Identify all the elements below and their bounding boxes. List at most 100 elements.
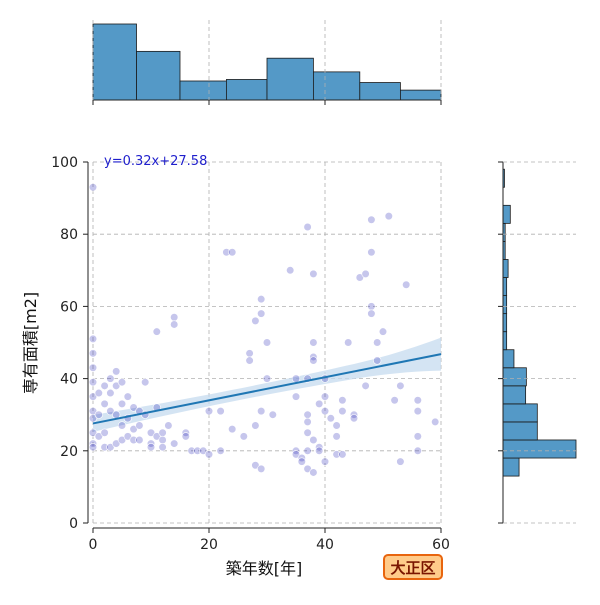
data-point bbox=[100, 428, 109, 437]
tick-labels: 0 20 40 60 0 20 40 60 80 100 bbox=[51, 155, 450, 553]
regression-line bbox=[92, 353, 442, 425]
right-hist-bar bbox=[502, 349, 515, 369]
data-point bbox=[164, 421, 173, 430]
data-point bbox=[100, 443, 109, 452]
data-point bbox=[268, 410, 277, 419]
top-hist-bar bbox=[266, 57, 314, 101]
x-tick-label: 40 bbox=[316, 537, 334, 553]
regression-equation: y=0.32x+27.58 bbox=[104, 154, 207, 169]
y-axis-label: 専有面積[m2] bbox=[21, 292, 40, 394]
right-hist-bar bbox=[502, 331, 508, 351]
data-point bbox=[146, 428, 156, 437]
data-point bbox=[315, 446, 324, 455]
data-point bbox=[257, 464, 266, 473]
y-tick-label: 60 bbox=[60, 299, 78, 315]
data-point bbox=[187, 446, 196, 455]
data-point bbox=[158, 435, 167, 445]
data-point bbox=[204, 406, 214, 416]
regression-line-layer bbox=[92, 353, 442, 425]
data-point bbox=[135, 421, 144, 430]
data-point bbox=[251, 461, 260, 470]
data-point bbox=[303, 417, 312, 427]
data-point bbox=[413, 446, 422, 455]
data-point bbox=[123, 432, 132, 441]
data-point bbox=[117, 435, 127, 445]
data-point bbox=[332, 421, 341, 430]
data-point bbox=[257, 309, 266, 318]
data-point bbox=[245, 349, 254, 358]
data-point bbox=[332, 432, 341, 441]
data-point bbox=[326, 414, 335, 423]
data-point bbox=[117, 399, 127, 408]
data-point bbox=[88, 378, 98, 387]
data-point bbox=[94, 388, 103, 398]
data-point bbox=[158, 443, 167, 452]
data-point bbox=[216, 446, 225, 455]
right-hist-bar bbox=[502, 367, 527, 387]
data-point bbox=[112, 367, 121, 376]
data-point bbox=[431, 417, 440, 427]
data-point bbox=[338, 396, 347, 405]
top-hist-bar bbox=[179, 80, 227, 101]
data-point bbox=[129, 425, 138, 434]
data-point bbox=[106, 388, 115, 398]
data-point bbox=[88, 428, 98, 437]
data-point bbox=[181, 432, 190, 441]
right-histogram bbox=[498, 161, 577, 524]
data-point bbox=[88, 183, 98, 192]
top-histogram bbox=[92, 23, 442, 105]
data-point bbox=[245, 356, 254, 365]
data-point bbox=[367, 248, 376, 257]
data-point bbox=[152, 327, 161, 336]
scatter-points bbox=[88, 183, 440, 477]
data-point bbox=[88, 349, 98, 358]
data-point bbox=[257, 406, 266, 416]
data-point bbox=[204, 450, 214, 459]
data-point bbox=[100, 399, 109, 408]
x-axis-label: 築年数[年] bbox=[226, 559, 303, 578]
data-point bbox=[373, 338, 382, 347]
data-point bbox=[309, 338, 318, 347]
data-point bbox=[320, 457, 330, 466]
right-hist-bar bbox=[502, 439, 577, 459]
data-point bbox=[402, 280, 411, 289]
data-point bbox=[135, 435, 144, 445]
data-point bbox=[158, 428, 167, 437]
data-point bbox=[117, 421, 127, 430]
data-point bbox=[88, 406, 98, 416]
axes bbox=[87, 162, 441, 529]
right-hist-bar bbox=[502, 457, 520, 477]
data-point bbox=[88, 334, 98, 343]
data-point bbox=[349, 414, 359, 423]
data-point bbox=[367, 302, 376, 311]
right-hist-bar bbox=[502, 295, 508, 315]
data-point bbox=[170, 320, 179, 329]
data-point bbox=[396, 457, 405, 466]
data-point bbox=[320, 392, 330, 401]
data-point bbox=[303, 464, 312, 473]
data-point bbox=[106, 406, 115, 416]
right-hist-bar bbox=[502, 277, 508, 296]
ward-badge: 大正区 bbox=[383, 554, 443, 580]
top-hist-bar bbox=[399, 89, 442, 101]
data-point bbox=[361, 381, 370, 390]
data-point bbox=[94, 410, 103, 419]
top-hist-bar bbox=[225, 79, 268, 101]
regression-band-layer bbox=[93, 337, 441, 432]
data-point bbox=[286, 266, 295, 275]
data-point bbox=[315, 399, 324, 408]
data-point bbox=[413, 406, 422, 416]
data-point bbox=[303, 410, 312, 419]
regression-band bbox=[93, 337, 441, 432]
y-tick-label: 40 bbox=[60, 372, 78, 388]
data-point bbox=[303, 222, 312, 232]
data-point bbox=[332, 450, 341, 459]
data-point bbox=[262, 374, 272, 383]
data-point bbox=[338, 450, 347, 459]
data-point bbox=[112, 439, 121, 448]
right-hist-bar bbox=[502, 313, 508, 333]
data-point bbox=[193, 446, 202, 455]
data-point bbox=[129, 403, 138, 412]
top-hist-bar bbox=[136, 50, 181, 101]
data-point bbox=[123, 392, 132, 401]
